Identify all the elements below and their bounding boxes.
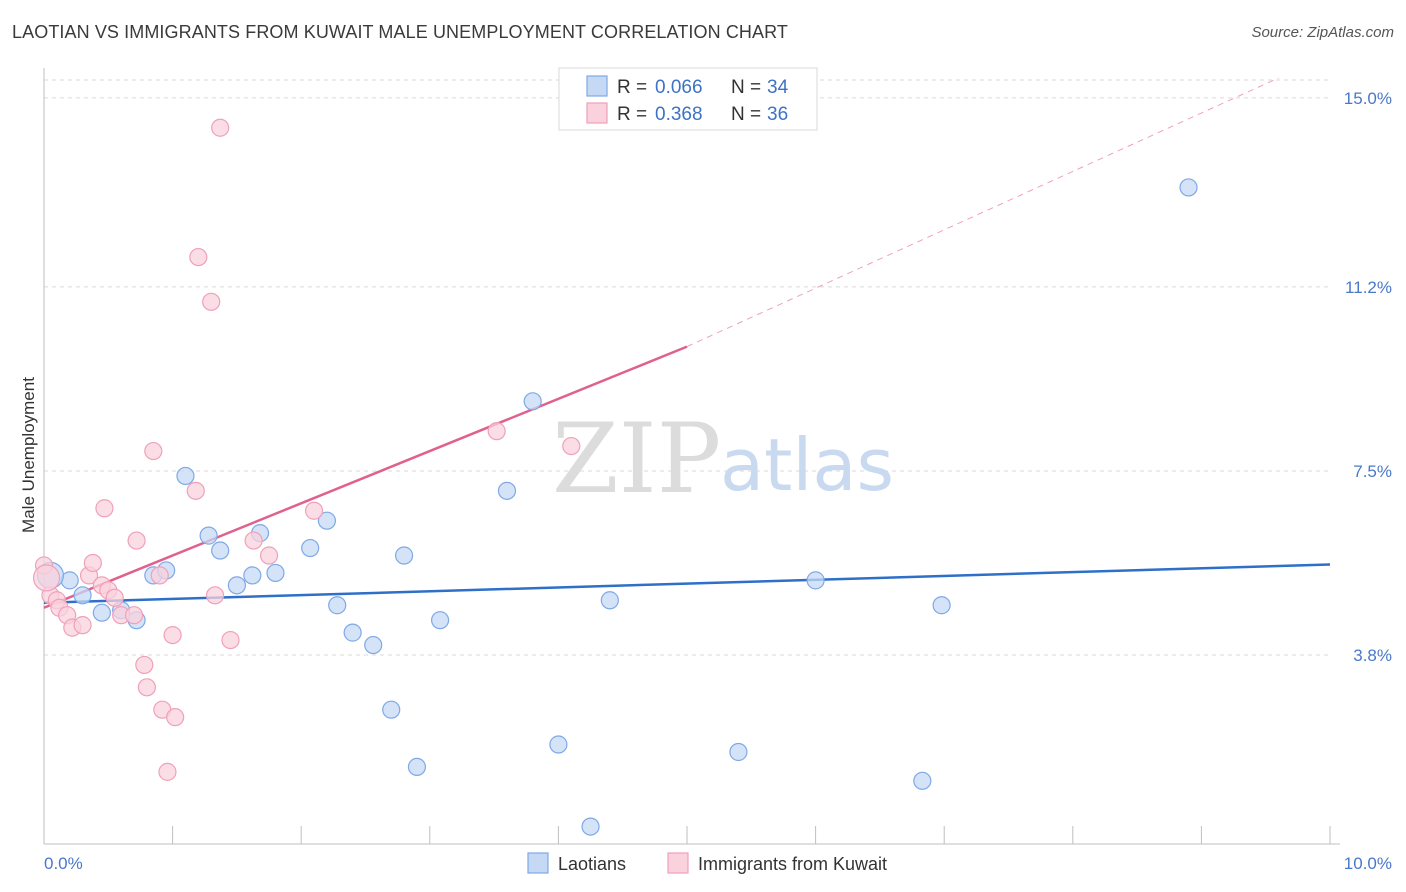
legend-n-label-2: N = [731, 104, 761, 125]
legend-r-value-1: 0.066 [655, 77, 703, 98]
watermark-atlas: atlas [720, 423, 894, 507]
series-legend-label-laotians: Laotians [558, 854, 626, 874]
point-series-0-26 [581, 817, 600, 836]
point-series-1-35 [32, 564, 61, 592]
trend-extension-series-1 [686, 77, 1279, 348]
point-series-1-6 [73, 616, 92, 635]
series-legend-swatch-laotians [527, 852, 549, 874]
point-series-1-15 [127, 531, 146, 550]
point-series-1-28 [211, 118, 230, 137]
point-series-1-10 [95, 499, 114, 518]
point-series-1-8 [83, 553, 102, 573]
point-series-0-24 [523, 392, 542, 411]
point-series-1-27 [205, 586, 225, 605]
point-series-0-23 [497, 481, 517, 500]
legend-r-value-2: 0.368 [655, 104, 703, 125]
x-tick-label-max: 10.0% [1344, 854, 1392, 873]
legend-swatch-kuwait [586, 102, 608, 124]
point-series-1-18 [144, 441, 163, 461]
point-series-1-16 [135, 655, 154, 675]
point-series-0-13 [266, 563, 285, 583]
point-series-1-14 [124, 606, 144, 625]
x-tick-label-min: 0.0% [44, 854, 83, 873]
point-series-1-32 [304, 501, 324, 520]
point-series-0-22 [430, 611, 450, 630]
point-series-1-25 [189, 247, 208, 267]
point-series-1-33 [487, 422, 506, 441]
point-series-1-19 [150, 566, 169, 585]
y-tick-label-3: 3.8% [1353, 646, 1392, 665]
point-series-1-34 [562, 436, 581, 456]
point-series-0-25 [549, 735, 568, 754]
point-series-1-23 [166, 708, 185, 727]
grid-lines [44, 79, 1330, 656]
point-series-1-29 [221, 630, 240, 650]
point-series-0-31 [932, 596, 951, 615]
y-axis-label: Male Unemployment [19, 377, 38, 533]
point-series-0-16 [328, 596, 347, 615]
series-legend: Laotians Immigrants from Kuwait [527, 852, 887, 874]
point-series-0-7 [176, 466, 195, 486]
legend-swatch-laotians [586, 75, 608, 97]
y-tick-label-0: 15.0% [1344, 89, 1392, 108]
point-series-0-32 [1179, 178, 1198, 197]
watermark: ZIP atlas [552, 403, 894, 515]
point-series-1-30 [244, 531, 263, 550]
trend-lines [43, 77, 1331, 609]
point-series-1-31 [259, 546, 279, 565]
point-series-1-26 [202, 292, 221, 311]
point-series-1-17 [137, 678, 156, 697]
point-series-0-30 [913, 771, 932, 790]
point-series-0-20 [394, 546, 414, 565]
point-series-0-11 [243, 566, 262, 585]
point-series-0-18 [364, 635, 383, 655]
stats-legend: R = 0.066 N = 34 R = 0.368 N = 36 [558, 67, 818, 131]
legend-r-label-1: R = [617, 77, 647, 98]
point-series-1-21 [158, 762, 177, 781]
point-series-0-28 [729, 742, 748, 762]
point-series-0-19 [382, 700, 401, 719]
point-series-0-8 [199, 526, 218, 545]
point-series-0-9 [211, 541, 230, 560]
series-legend-label-kuwait: Immigrants from Kuwait [698, 854, 887, 874]
legend-n-value-2: 36 [767, 104, 788, 125]
watermark-zip: ZIP [552, 403, 721, 515]
point-series-0-15 [317, 511, 337, 530]
legend-r-label-2: R = [617, 104, 647, 125]
series-legend-swatch-kuwait [667, 852, 689, 874]
point-series-0-29 [806, 571, 825, 590]
legend-n-label-1: N = [731, 77, 761, 98]
point-series-1-12 [105, 588, 124, 607]
point-series-0-14 [301, 538, 320, 558]
point-series-1-22 [163, 625, 182, 645]
data-points [32, 118, 1198, 836]
y-tick-label-2: 7.5% [1353, 462, 1392, 481]
point-series-1-24 [186, 481, 205, 500]
point-series-0-1 [73, 586, 92, 605]
point-series-0-10 [227, 576, 246, 595]
point-series-0-2 [92, 603, 111, 622]
point-series-0-21 [407, 757, 427, 777]
chart-title: LAOTIAN VS IMMIGRANTS FROM KUWAIT MALE U… [12, 22, 788, 42]
y-tick-labels: 15.0% 11.2% 7.5% 3.8% [1344, 89, 1392, 665]
legend-n-value-1: 34 [767, 77, 789, 98]
trend-line-series-1 [43, 345, 688, 609]
y-tick-label-1: 11.2% [1345, 278, 1392, 297]
point-series-0-17 [343, 623, 362, 642]
point-series-0-27 [600, 591, 619, 610]
axes [43, 68, 1340, 845]
source-credit: Source: ZipAtlas.com [1251, 24, 1394, 41]
trend-line-series-0 [43, 563, 1331, 605]
